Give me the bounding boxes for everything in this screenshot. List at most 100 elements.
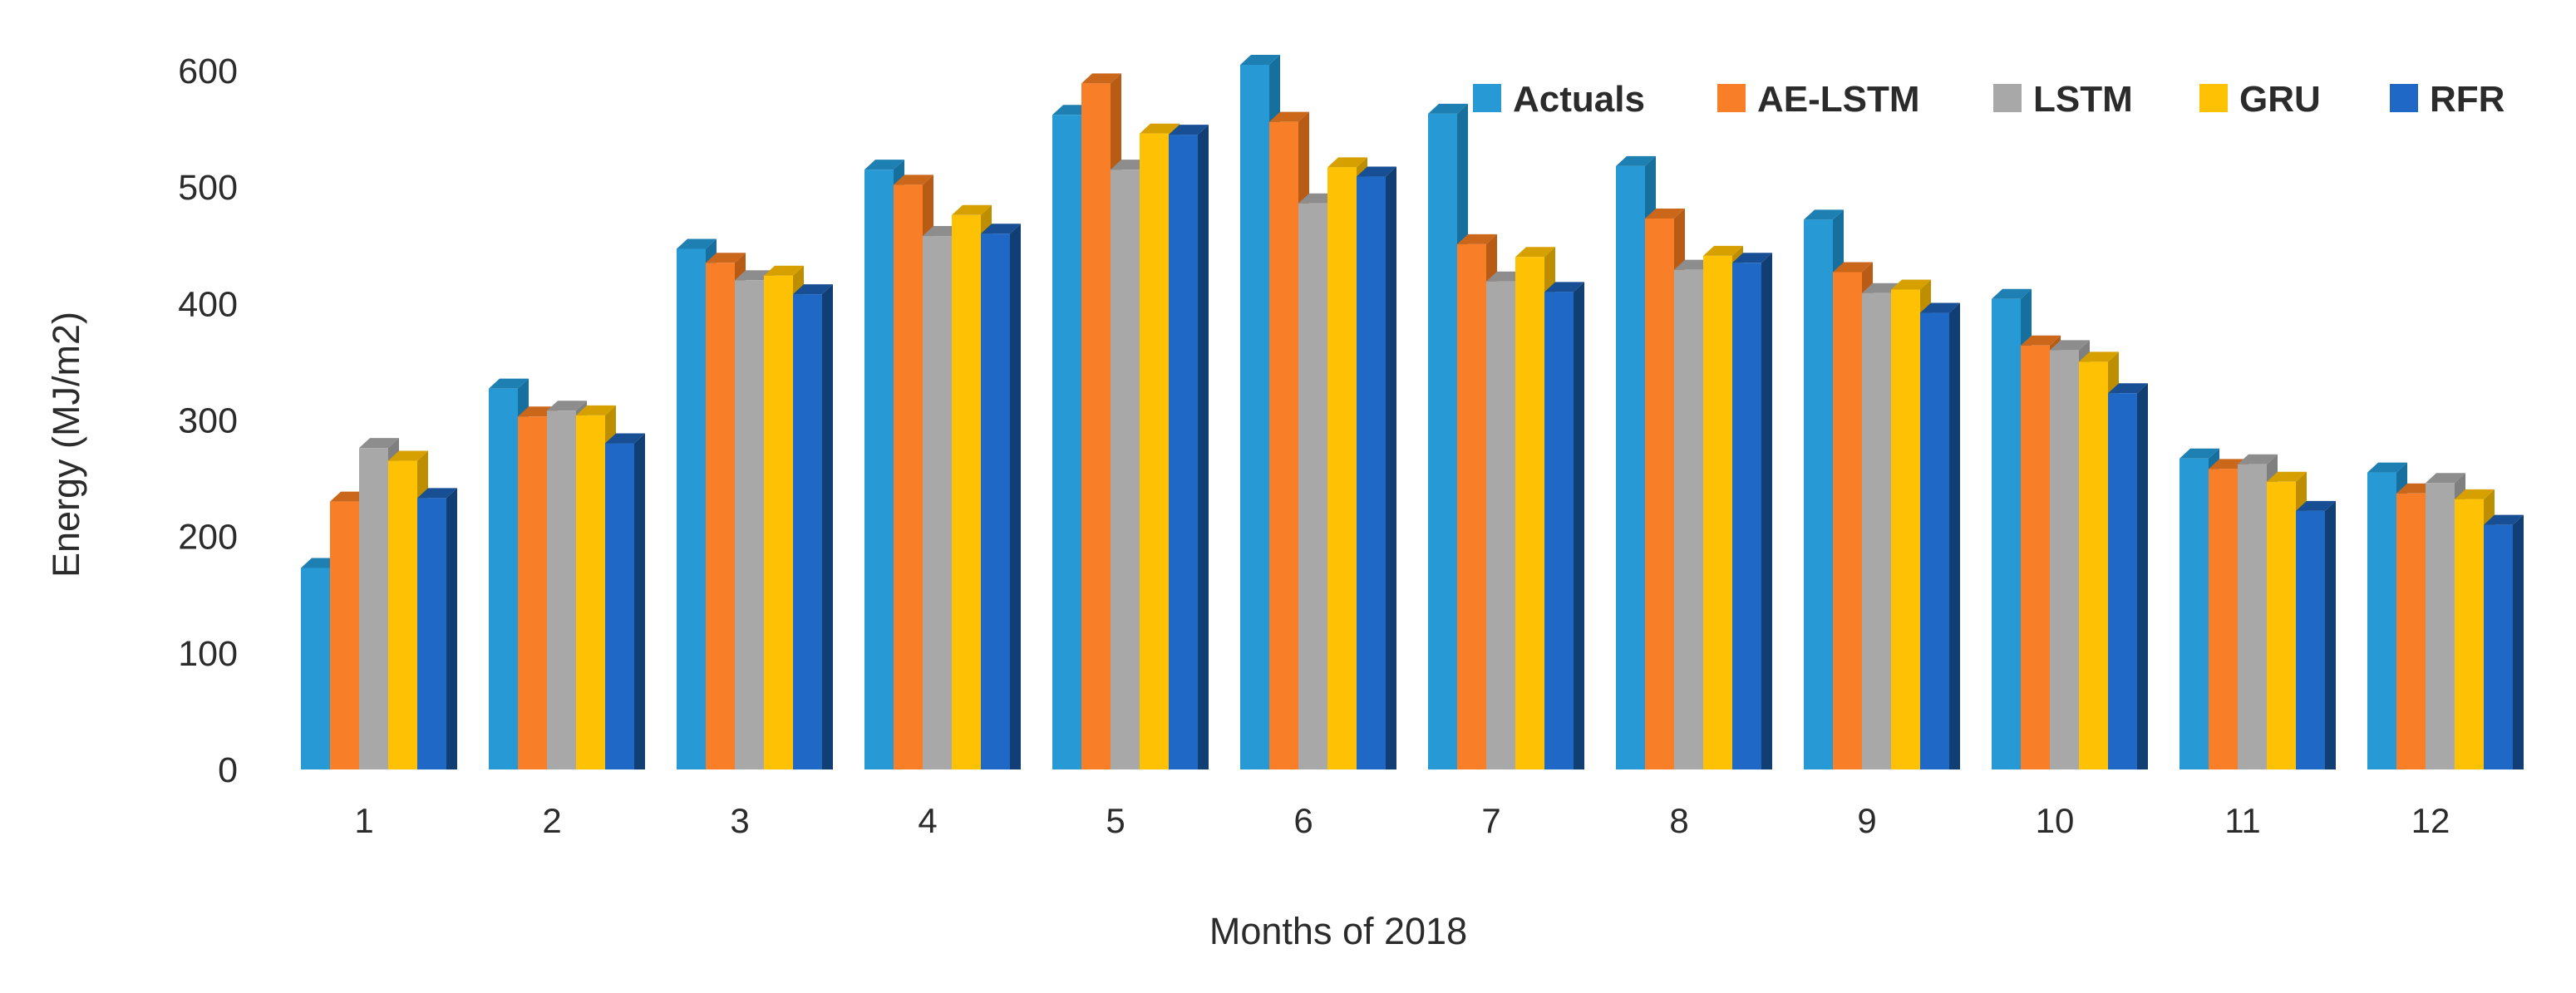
bar-top-face: [388, 450, 428, 461]
bar-side-face: [1386, 166, 1396, 770]
bar-top-face: [1891, 279, 1931, 290]
bar-top-face: [1140, 123, 1180, 134]
bar-front-face: [1833, 272, 1862, 769]
x-label-6: 6: [1293, 801, 1313, 840]
bar-top-face: [2108, 383, 2148, 394]
legend-item-ae-lstm: AE-LSTM: [1717, 79, 1920, 120]
bar-front-face: [2484, 524, 2513, 769]
bar-top-face: [1428, 103, 1468, 114]
bar-front-face: [1081, 83, 1111, 769]
x-label-1: 1: [354, 801, 373, 840]
y-tick-500: 500: [178, 168, 238, 208]
x-label-7: 7: [1481, 801, 1500, 840]
bar-top-face: [1920, 302, 1960, 313]
bar-side-face: [1949, 302, 1960, 770]
bar-side-face: [2137, 383, 2148, 769]
y-tick-600: 600: [178, 52, 238, 91]
bars-layer: [301, 54, 2524, 770]
bar-front-face: [1804, 219, 1833, 769]
bar-top-face: [952, 204, 992, 215]
bar-side-face: [446, 488, 457, 769]
legend-label-ae-lstm: AE-LSTM: [1757, 79, 1920, 120]
bar-front-face: [1052, 115, 1081, 770]
legend-swatch-actuals: [1473, 84, 1501, 112]
bar-top-face: [2180, 448, 2219, 459]
bar-front-face: [677, 248, 706, 770]
bar-rfr-month-4: [981, 224, 1021, 769]
bar-top-face: [1357, 166, 1396, 177]
bar-top-face: [1804, 209, 1844, 220]
bar-rfr-month-6: [1357, 166, 1396, 770]
bar-top-face: [864, 160, 904, 170]
bar-front-face: [1674, 269, 1703, 769]
bar-front-face: [706, 263, 735, 769]
legend-item-actuals: Actuals: [1473, 79, 1645, 120]
bar-top-face: [1833, 262, 1873, 273]
bar-front-face: [1862, 292, 1891, 769]
bar-side-face: [822, 284, 833, 769]
bar-rfr-month-1: [417, 488, 457, 769]
legend-swatch-ae-lstm: [1717, 84, 1746, 112]
bar-top-face: [2021, 335, 2061, 346]
bar-top-face: [894, 175, 933, 185]
bar-top-face: [2484, 514, 2524, 525]
bar-front-face: [2238, 464, 2267, 769]
x-label-9: 9: [1857, 801, 1876, 840]
bar-top-face: [981, 224, 1021, 234]
legend-label-lstm: LSTM: [2033, 79, 2133, 120]
x-label-10: 10: [2036, 801, 2075, 840]
bar-front-face: [1992, 298, 2021, 769]
bar-top-face: [547, 401, 587, 411]
bar-front-face: [417, 498, 446, 769]
bar-top-face: [1992, 288, 2032, 299]
bar-front-face: [1169, 135, 1198, 769]
bar-front-face: [2426, 483, 2455, 769]
bar-top-face: [489, 378, 529, 389]
legend-swatch-rfr: [2390, 84, 2418, 112]
bar-front-face: [981, 234, 1010, 769]
bar-top-face: [1645, 209, 1685, 219]
bar-top-face: [2050, 340, 2090, 351]
bar-front-face: [1111, 170, 1140, 769]
bar-front-face: [1732, 263, 1761, 769]
bar-top-face: [1269, 111, 1309, 122]
bar-top-face: [2367, 462, 2407, 473]
bar-top-face: [1169, 125, 1209, 135]
bar-front-face: [764, 275, 793, 769]
legend-label-actuals: Actuals: [1513, 79, 1645, 120]
bar-front-face: [2108, 393, 2137, 769]
bar-rfr-month-8: [1732, 253, 1772, 769]
bar-side-face: [2513, 514, 2524, 769]
x-axis-title: Months of 2018: [1209, 910, 1467, 952]
bar-side-face: [1010, 224, 1021, 769]
bar-front-face: [952, 214, 981, 770]
legend-swatch-lstm: [1993, 84, 2022, 112]
bar-front-face: [2079, 361, 2108, 769]
bar-rfr-month-10: [2108, 383, 2148, 769]
bar-front-face: [518, 416, 547, 769]
bar-front-face: [1457, 243, 1486, 769]
x-label-5: 5: [1106, 801, 1125, 840]
legend-item-rfr: RFR: [2390, 79, 2505, 120]
y-axis-title: Energy (MJ/m2): [45, 312, 87, 578]
bar-top-face: [2238, 454, 2278, 465]
bar-top-face: [1327, 157, 1367, 168]
bar-top-face: [2296, 500, 2336, 511]
bar-front-face: [576, 415, 605, 769]
bar-rfr-month-12: [2484, 514, 2524, 769]
bar-front-face: [547, 410, 576, 769]
x-label-4: 4: [918, 801, 937, 840]
bar-top-face: [706, 253, 746, 263]
y-tick-200: 200: [178, 518, 238, 558]
bar-front-face: [2296, 510, 2325, 769]
bar-front-face: [1645, 219, 1674, 769]
bar-side-face: [634, 433, 645, 769]
bar-rfr-month-9: [1920, 302, 1960, 770]
bar-front-face: [359, 448, 388, 769]
bar-front-face: [1298, 203, 1327, 770]
bar-rfr-month-5: [1169, 125, 1209, 769]
bar-front-face: [1327, 167, 1357, 770]
bar-front-face: [1515, 257, 1544, 769]
